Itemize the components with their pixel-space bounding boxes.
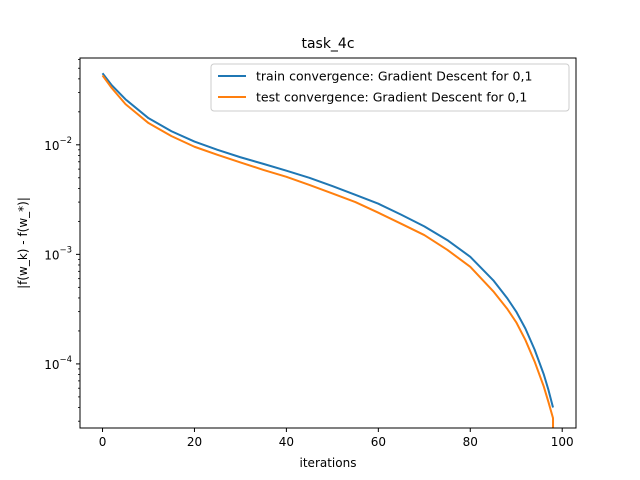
legend-label-1: test convergence: Gradient Descent for 0…	[256, 90, 527, 105]
plot-area	[101, 72, 555, 428]
y-axis-label: |f(w_k) - f(w_*)|	[16, 197, 30, 289]
x-tick-label: 20	[187, 435, 202, 449]
x-tick-label: 0	[99, 435, 107, 449]
y-tick-label: 10−4	[44, 355, 72, 372]
legend-box	[210, 63, 570, 112]
x-tick-label: 60	[371, 435, 386, 449]
chart-title: task_4c	[301, 36, 354, 52]
y-tick-label: 10−2	[44, 136, 72, 153]
x-tick-label: 100	[551, 435, 574, 449]
legend: train convergence: Gradient Descent for …	[210, 63, 570, 112]
x-tick-label: 80	[463, 435, 478, 449]
x-axis: 0 20 40 60 80 100	[99, 428, 574, 449]
plot-frame	[79, 57, 577, 429]
y-tick-label: 10−3	[44, 245, 72, 262]
legend-label-0: train convergence: Gradient Descent for …	[256, 69, 532, 84]
x-axis-label: iterations	[300, 456, 357, 470]
y-axis: 10−4 10−3 10−2	[44, 59, 80, 422]
x-tick-label: 40	[279, 435, 294, 449]
series-line-1	[101, 74, 555, 428]
series-line-0	[101, 72, 554, 408]
